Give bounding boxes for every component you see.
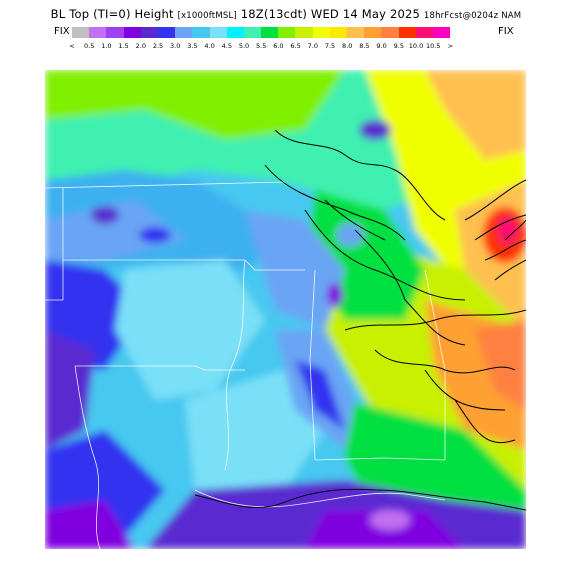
- tick-label: 0.5: [84, 42, 95, 50]
- tick-label: 2.5: [152, 42, 164, 50]
- title-main: BL Top (TI=0) Height: [50, 7, 174, 21]
- tick-label: 2.0: [135, 42, 146, 50]
- tick-label: 4.0: [204, 42, 215, 50]
- color-swatch-0: [72, 27, 90, 38]
- color-swatch-14: [312, 27, 330, 38]
- tick-label: 3.5: [187, 42, 198, 50]
- forecast-map: [45, 70, 526, 549]
- color-scale-ticks: <0.5 1.0 1.5 2.0 2.5 3.0 3.5 4.0 4.5 5.0 5.5 6.0 6.5…: [64, 42, 504, 52]
- tick-label: 9.5: [393, 42, 404, 50]
- tick-label: 7.5: [324, 42, 336, 50]
- tick-lt: <: [69, 42, 75, 50]
- color-swatch-15: [329, 27, 347, 38]
- color-swatch-7: [192, 27, 210, 38]
- color-swatch-18: [381, 27, 399, 38]
- coastline: [194, 488, 526, 511]
- tick-gt: >: [447, 42, 454, 50]
- tick-label: 7.0: [307, 42, 318, 50]
- fix-left-label[interactable]: FIX: [54, 26, 70, 37]
- color-swatch-2: [106, 27, 124, 38]
- color-swatch-21: [432, 27, 451, 38]
- color-swatch-9: [226, 27, 244, 38]
- title-forecast: 18hrFcst@0204z NAM: [423, 11, 522, 21]
- tick-label: 1.0: [101, 42, 112, 50]
- tick-label: 4.5: [221, 42, 232, 50]
- tick-label: 10.5: [425, 42, 441, 50]
- color-swatch-13: [295, 27, 313, 38]
- tick-label: 1.5: [118, 42, 129, 50]
- tick-label: 5.5: [256, 42, 267, 50]
- tick-label: 8.5: [359, 42, 370, 50]
- tick-label: 6.5: [290, 42, 301, 50]
- title-units: [x1000ftMSL]: [177, 11, 237, 21]
- tick-label: 3.0: [170, 42, 181, 50]
- color-swatch-10: [243, 27, 262, 38]
- height-contours: [264, 129, 526, 444]
- color-swatch-20: [415, 27, 433, 38]
- tick-label: 6.0: [273, 42, 284, 50]
- color-swatch-11: [261, 27, 279, 38]
- color-swatch-6: [175, 27, 193, 38]
- color-swatch-3: [123, 27, 141, 38]
- color-swatch-5: [157, 27, 176, 38]
- color-swatch-4: [140, 27, 158, 38]
- color-scale-bar: [72, 27, 451, 38]
- color-swatch-8: [209, 27, 227, 38]
- map-fill-layer: [45, 70, 526, 549]
- color-swatch-19: [398, 27, 416, 38]
- fix-right-label[interactable]: FIX: [498, 26, 514, 37]
- tick-label: 10.0: [408, 42, 424, 50]
- title-time: 18Z(13cdt) WED 14 May 2025: [240, 7, 421, 21]
- color-swatch-1: [89, 27, 107, 38]
- color-swatch-16: [347, 27, 365, 38]
- state-borders: [45, 181, 446, 549]
- tick-label: 5.0: [238, 42, 250, 50]
- color-swatch-12: [278, 27, 296, 38]
- map-title: BL Top (TI=0) Height [x1000ftMSL] 18Z(13…: [0, 7, 572, 21]
- color-swatch-17: [364, 27, 382, 38]
- tick-label: 8.0: [342, 42, 353, 50]
- tick-label: 9.0: [376, 42, 387, 50]
